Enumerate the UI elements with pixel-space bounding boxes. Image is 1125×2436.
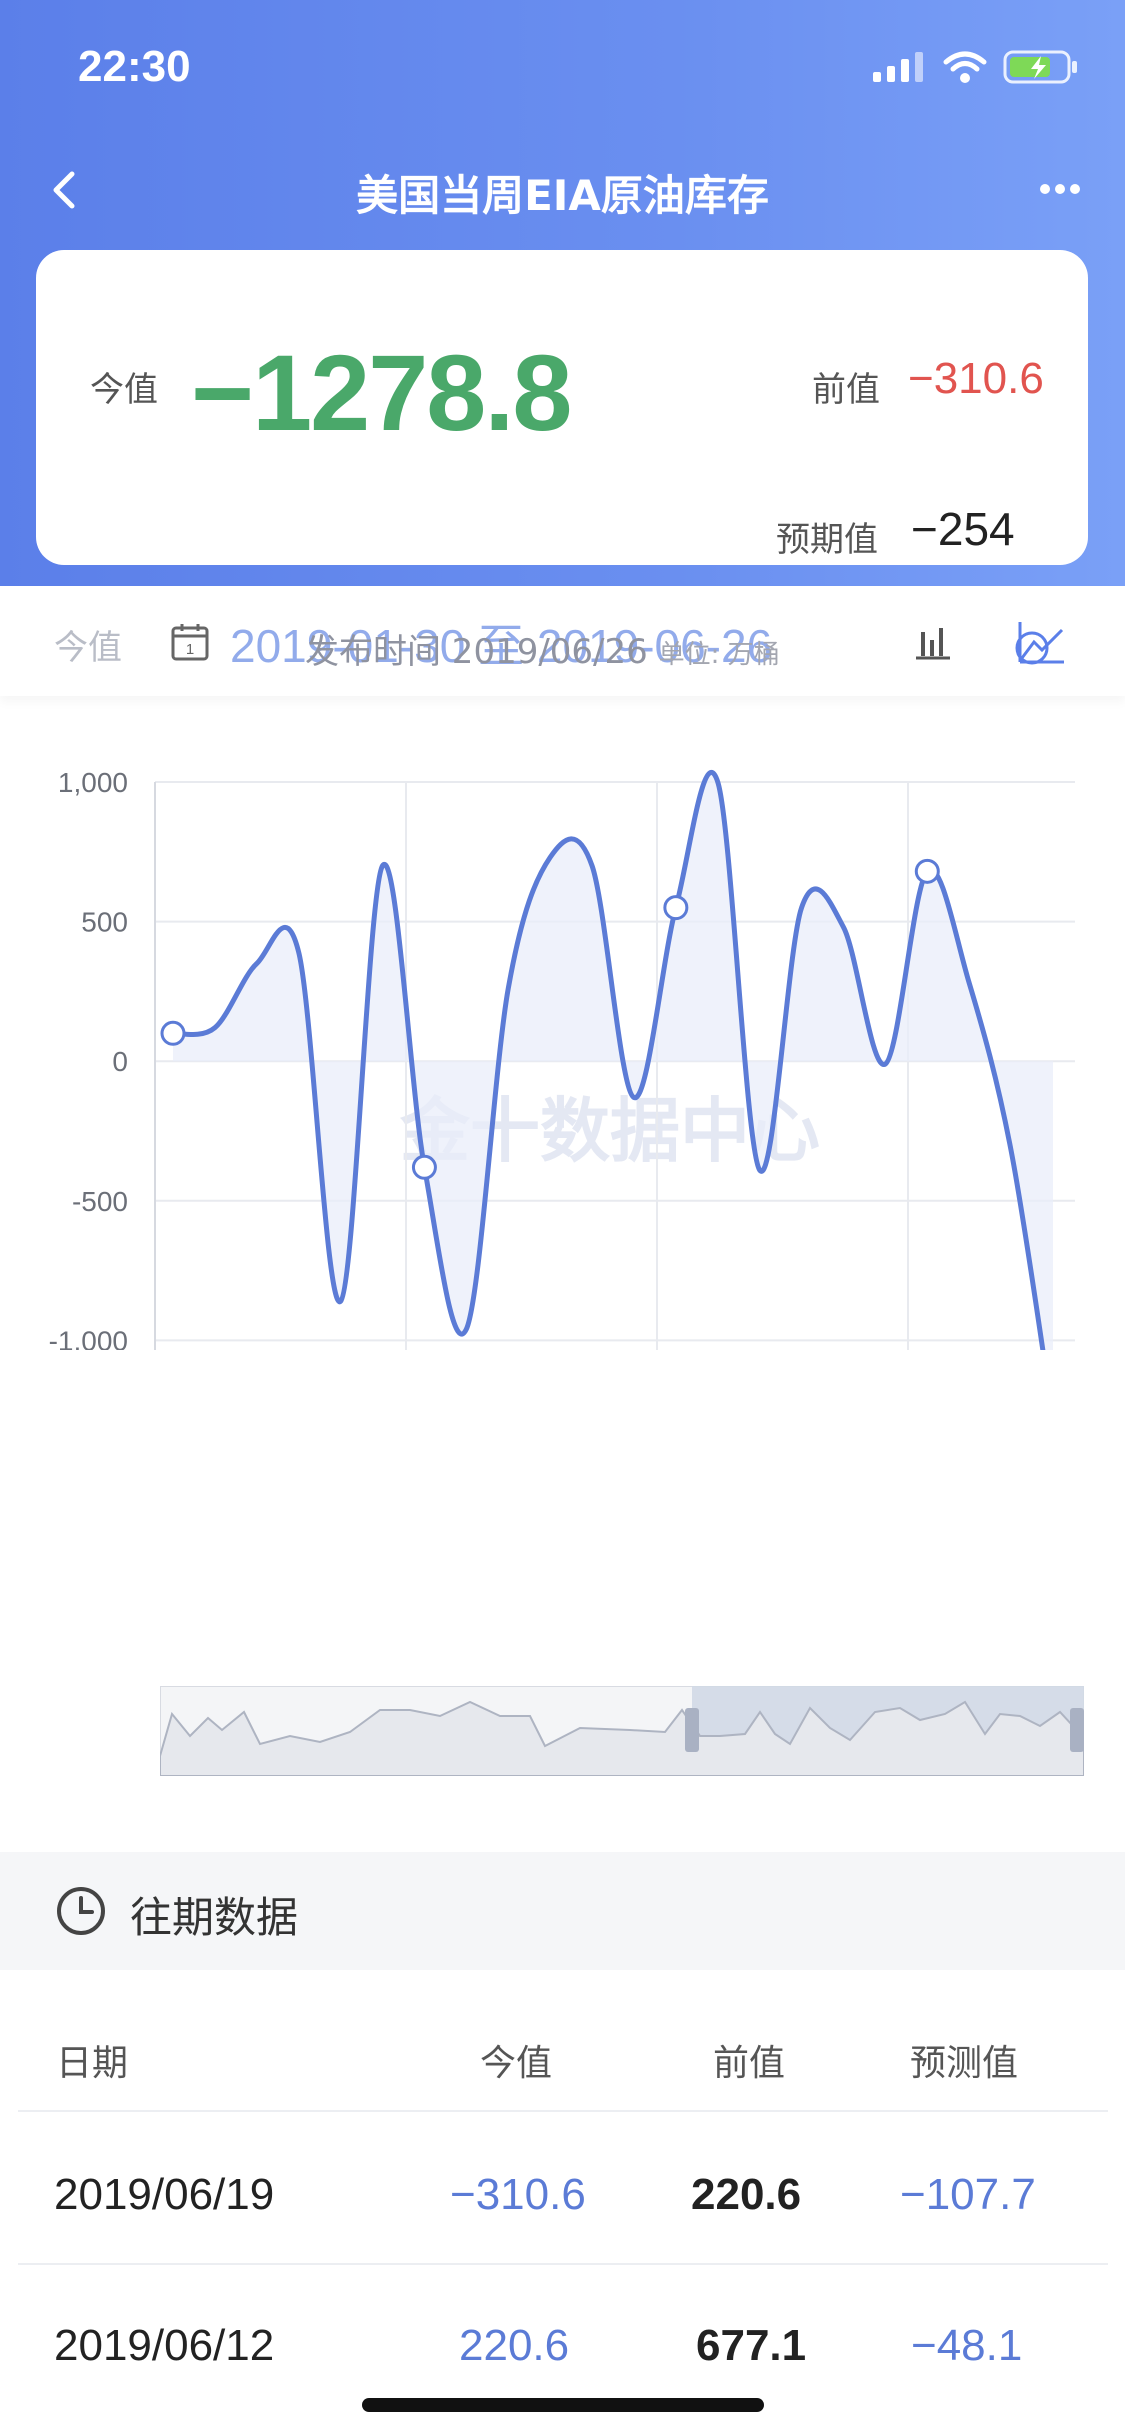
data-zoom-slider[interactable] xyxy=(160,1686,1084,1776)
page-title: 美国当周EIA原油库存 xyxy=(356,171,769,220)
toolbar-current-label: 今值 xyxy=(54,628,122,668)
y-tick-label: -500 xyxy=(72,1186,128,1217)
row-date: 2019/06/19 xyxy=(54,2170,275,2219)
data-point-marker xyxy=(411,1154,437,1180)
history-section-header: 往期数据 xyxy=(0,1852,1125,1970)
unit-text: 单位: 万桶 xyxy=(658,640,780,670)
history-title: 往期数据 xyxy=(130,1893,299,1942)
row-previous: 220.6 xyxy=(691,2170,802,2219)
row-current: 220.6 xyxy=(459,2321,570,2370)
previous-label: 前值 xyxy=(812,370,880,410)
back-button[interactable] xyxy=(38,160,98,220)
signal-icon xyxy=(873,52,923,82)
publish-time: 发布时间 2019/06/26 单位: 万桶 xyxy=(305,624,780,673)
value-card: 今值 −1278.8 前值 −310.6 预期值 −254 xyxy=(36,250,1088,565)
row-current: −310.6 xyxy=(450,2170,586,2219)
nav-bar: 美国当周EIA原油库存 xyxy=(0,150,1125,230)
series-line xyxy=(172,770,1046,1350)
y-tick-label: -1,000 xyxy=(49,1325,128,1350)
bar-chart-icon[interactable] xyxy=(912,622,952,662)
current-value: −1278.8 xyxy=(191,332,572,453)
column-forecast: 预测值 xyxy=(910,2043,1019,2084)
y-tick-label: 500 xyxy=(81,907,128,938)
status-icons xyxy=(871,50,1079,84)
column-date: 日期 xyxy=(56,2043,129,2084)
data-point-marker xyxy=(663,895,689,921)
zoom-handle-right[interactable] xyxy=(1070,1708,1084,1752)
column-previous: 前值 xyxy=(713,2043,786,2084)
calendar-icon[interactable]: 1 xyxy=(170,622,210,662)
expected-label: 预期值 xyxy=(776,520,878,560)
chevron-left-icon xyxy=(53,171,75,209)
data-point-marker xyxy=(160,1020,186,1046)
row-forecast: −107.7 xyxy=(900,2170,1036,2219)
zoom-handle-left[interactable] xyxy=(685,1708,699,1752)
series-markers xyxy=(160,858,940,1180)
line-chart-icon[interactable] xyxy=(1010,618,1070,668)
chart-toolbar: 今值 1 2019-01-30 至 2019-06-26 发布时间 2019/0… xyxy=(0,586,1125,696)
status-time: 22:30 xyxy=(78,42,191,91)
y-tick-label: 1,000 xyxy=(58,767,128,798)
more-icon xyxy=(1040,184,1080,194)
publish-time-text: 发布时间 2019/06/26 xyxy=(305,632,648,672)
table-row[interactable]: 2019/06/19 −310.6 220.6 −107.7 xyxy=(18,2110,1108,2282)
table-row[interactable]: 2019/06/12 220.6 677.1 −48.1 xyxy=(18,2263,1108,2435)
column-current: 今值 xyxy=(480,2043,553,2084)
clock-icon xyxy=(57,1887,105,1935)
current-label: 今值 xyxy=(90,370,158,410)
expected-value: −254 xyxy=(911,503,1015,555)
svg-text:1: 1 xyxy=(186,641,194,658)
row-forecast: −48.1 xyxy=(911,2321,1023,2370)
y-tick-label: 0 xyxy=(112,1046,128,1077)
previous-value: −310.6 xyxy=(908,354,1044,403)
row-previous: 677.1 xyxy=(696,2321,807,2370)
wifi-icon xyxy=(943,51,987,83)
data-point-marker xyxy=(914,858,940,884)
home-indicator xyxy=(362,2398,764,2412)
battery-icon xyxy=(1003,50,1077,84)
series-area xyxy=(173,772,1053,1350)
status-bar: 22:30 xyxy=(0,0,1125,130)
row-date: 2019/06/12 xyxy=(54,2321,275,2370)
more-button[interactable] xyxy=(1025,164,1095,214)
date-range[interactable]: 2019-01-30 至 2019-06-26 xyxy=(230,620,773,672)
